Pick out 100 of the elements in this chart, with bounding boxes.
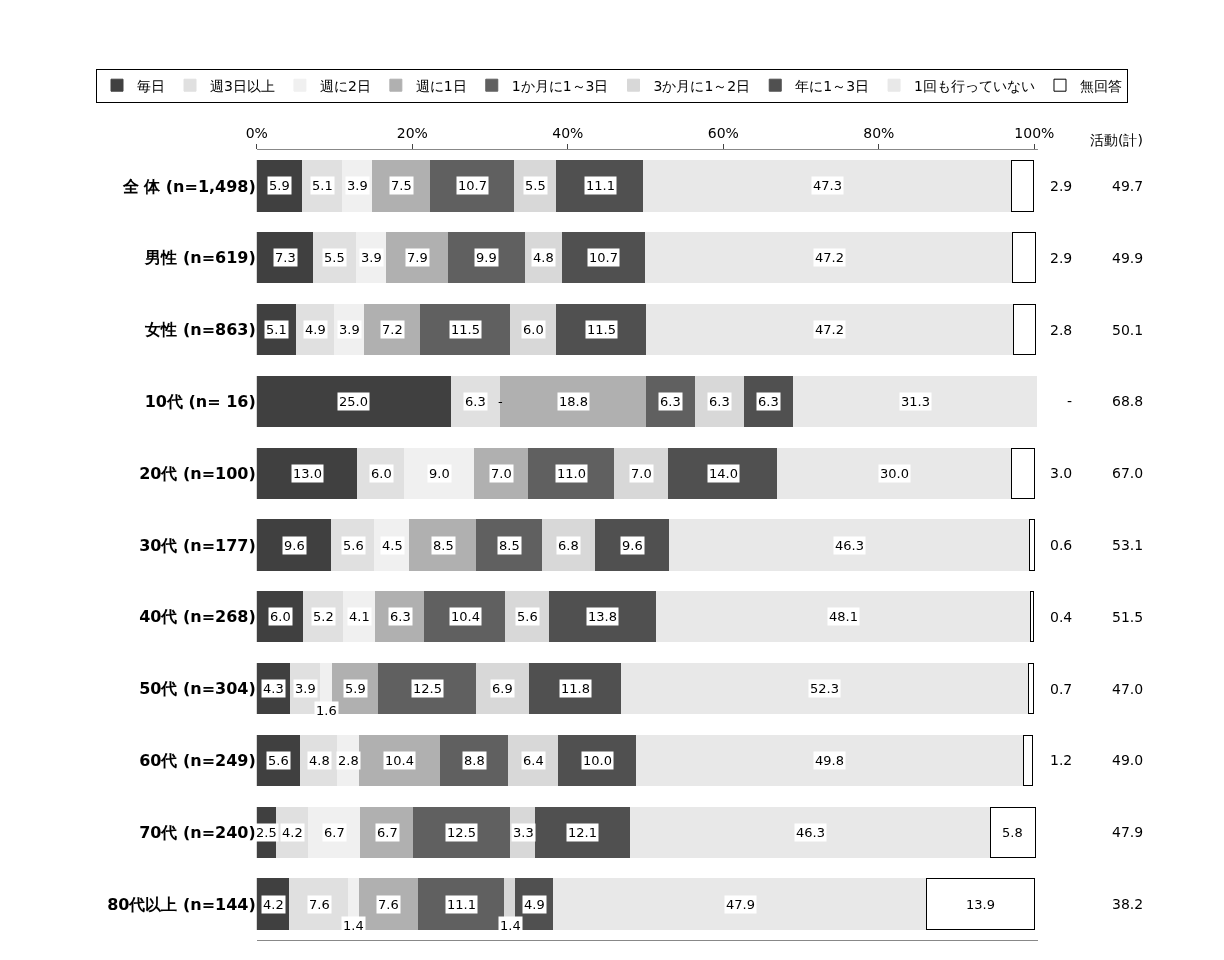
data-label: 2.9 bbox=[1050, 250, 1073, 266]
data-label: 3.0 bbox=[1050, 465, 1073, 481]
data-label: 31.3 bbox=[901, 394, 930, 409]
data-label: 52.3 bbox=[810, 681, 839, 696]
y-tick-label: 10代 (n= 16) bbox=[144, 391, 256, 411]
data-label: 0.6 bbox=[1050, 537, 1073, 553]
y-tick-label: 50代 (n=304) bbox=[139, 679, 256, 699]
bar bbox=[792, 375, 1038, 427]
data-label: 9.9 bbox=[476, 250, 497, 265]
legend-label: 年に1～3日 bbox=[795, 77, 870, 94]
data-label: 7.2 bbox=[382, 322, 403, 337]
bar bbox=[378, 663, 477, 715]
data-label: 30.0 bbox=[880, 466, 909, 481]
data-label: 5.1 bbox=[266, 322, 287, 337]
data-label: 7.3 bbox=[275, 250, 296, 265]
text: 49.0 bbox=[1112, 752, 1144, 768]
data-label: 8.5 bbox=[433, 538, 454, 553]
data-label: 13.8 bbox=[588, 609, 617, 624]
text: 49.7 bbox=[1112, 178, 1144, 194]
data-label: 11.0 bbox=[557, 466, 586, 481]
data-label: 6.4 bbox=[523, 753, 544, 768]
y-tick-label: 60代 (n=249) bbox=[139, 751, 256, 771]
bar bbox=[629, 806, 991, 858]
y-tick-label: 30代 (n=177) bbox=[139, 535, 256, 555]
bar bbox=[256, 519, 332, 571]
data-label: 9.6 bbox=[622, 538, 643, 553]
data-label: 6.0 bbox=[523, 322, 544, 337]
data-label: 2.9 bbox=[1050, 178, 1073, 194]
text: - bbox=[498, 394, 503, 409]
data-label: 6.7 bbox=[377, 825, 398, 840]
data-label: 10.4 bbox=[451, 609, 480, 624]
data-label: 4.8 bbox=[309, 753, 330, 768]
data-label: 4.2 bbox=[263, 897, 284, 912]
data-label: 6.3 bbox=[390, 609, 411, 624]
text: 38.2 bbox=[1112, 896, 1144, 912]
legend-label: 3か月に1～2日 bbox=[653, 77, 751, 94]
data-label: 12.5 bbox=[413, 681, 442, 696]
data-label: 4.9 bbox=[305, 322, 326, 337]
x-tick-label: 40% bbox=[552, 125, 584, 142]
data-label: 6.3 bbox=[758, 394, 779, 409]
data-label: 5.1 bbox=[312, 178, 333, 193]
data-label: 47.2 bbox=[815, 322, 844, 337]
data-label: 4.1 bbox=[349, 609, 370, 624]
data-label: 6.3 bbox=[660, 394, 681, 409]
data-label: 5.6 bbox=[268, 753, 289, 768]
legend-label: 無回答 bbox=[1079, 77, 1122, 94]
data-label: 6.9 bbox=[492, 681, 513, 696]
bar bbox=[256, 447, 359, 499]
data-label: 47.9 bbox=[726, 897, 755, 912]
data-label: 6.7 bbox=[324, 825, 345, 840]
data-label: 7.0 bbox=[631, 466, 652, 481]
bar bbox=[499, 375, 647, 427]
legend-label: 毎日 bbox=[137, 77, 165, 94]
bar bbox=[1012, 303, 1036, 356]
data-label: 4.3 bbox=[263, 681, 284, 696]
data-label: 10.4 bbox=[385, 753, 414, 768]
text: 47.9 bbox=[1112, 824, 1144, 840]
data-label: 11.1 bbox=[447, 897, 476, 912]
bar bbox=[1029, 519, 1035, 571]
data-label: 18.8 bbox=[559, 394, 588, 409]
data-label: 2.8 bbox=[1050, 322, 1073, 338]
data-label: 46.3 bbox=[796, 825, 825, 840]
data-label: 1.4 bbox=[343, 918, 364, 933]
y-tick-label: 20代 (n=100) bbox=[139, 463, 256, 483]
bar bbox=[553, 878, 927, 930]
bar bbox=[424, 591, 507, 643]
data-label: 3.9 bbox=[347, 178, 368, 193]
bar bbox=[412, 806, 511, 858]
bar bbox=[925, 878, 1035, 930]
x-tick-label: 100% bbox=[1014, 125, 1055, 142]
data-label: 12.5 bbox=[447, 825, 476, 840]
x-tick-label: 60% bbox=[707, 125, 739, 142]
text: 47.0 bbox=[1112, 681, 1144, 697]
data-label: 7.6 bbox=[378, 897, 399, 912]
data-label: 6.3 bbox=[709, 394, 730, 409]
data-label: 5.2 bbox=[313, 609, 334, 624]
data-label: 5.6 bbox=[517, 609, 538, 624]
y-tick-label: 40代 (n=268) bbox=[139, 607, 256, 627]
data-label: 8.8 bbox=[464, 753, 485, 768]
text: 53.1 bbox=[1112, 537, 1144, 553]
data-label: 13.0 bbox=[293, 466, 322, 481]
data-label: 5.5 bbox=[324, 250, 345, 265]
bar bbox=[556, 160, 644, 212]
data-label: 49.8 bbox=[815, 753, 844, 768]
data-label: 9.6 bbox=[284, 538, 305, 553]
bar bbox=[548, 591, 657, 643]
bar bbox=[404, 447, 476, 499]
bar bbox=[556, 303, 647, 356]
data-label: 5.8 bbox=[1002, 825, 1023, 840]
data-label: 13.9 bbox=[966, 897, 995, 912]
text: 51.5 bbox=[1112, 609, 1144, 625]
y-tick-label: 70代 (n=240) bbox=[139, 822, 256, 842]
bar bbox=[1010, 447, 1035, 499]
bar bbox=[655, 591, 1031, 643]
y-tick-label: 80代以上 (n=144) bbox=[107, 894, 256, 914]
data-label: 7.0 bbox=[491, 466, 512, 481]
text: 68.8 bbox=[1112, 393, 1144, 409]
text: 67.0 bbox=[1112, 465, 1144, 481]
bar bbox=[535, 806, 631, 858]
legend-label: 週に1日 bbox=[415, 77, 467, 94]
